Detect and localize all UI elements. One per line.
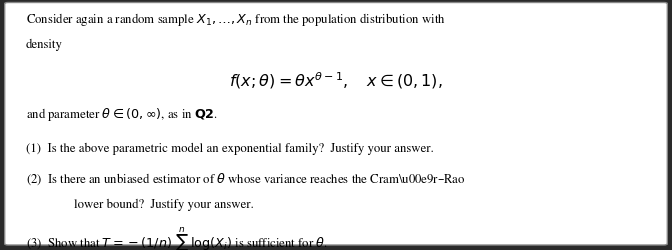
Text: density: density (26, 39, 62, 51)
Text: (1)  Is the above parametric model an exponential family?  Justify your answer.: (1) Is the above parametric model an exp… (26, 142, 433, 155)
Text: (2)  Is there an unbiased estimator of $\theta$ whose variance reaches the Cram\: (2) Is there an unbiased estimator of $\… (26, 171, 465, 187)
Text: $f(x;\theta) = \theta x^{\theta-1},\quad x\in(0,1),$: $f(x;\theta) = \theta x^{\theta-1},\quad… (229, 70, 443, 91)
Text: (3)  Show that $T = -(1/n)\sum_{i=1}^{n}\log(X_i)$ is sufficient for $\theta$.: (3) Show that $T = -(1/n)\sum_{i=1}^{n}\… (26, 225, 327, 250)
Text: and parameter $\theta\in(0,\infty)$, as in $\mathbf{Q2}$.: and parameter $\theta\in(0,\infty)$, as … (26, 106, 218, 123)
Text: Consider again a random sample $X_1,\ldots,X_n$ from the population distribution: Consider again a random sample $X_1,\ldo… (26, 11, 446, 28)
Text: lower bound?  Justify your answer.: lower bound? Justify your answer. (74, 199, 253, 211)
FancyBboxPatch shape (5, 2, 667, 245)
